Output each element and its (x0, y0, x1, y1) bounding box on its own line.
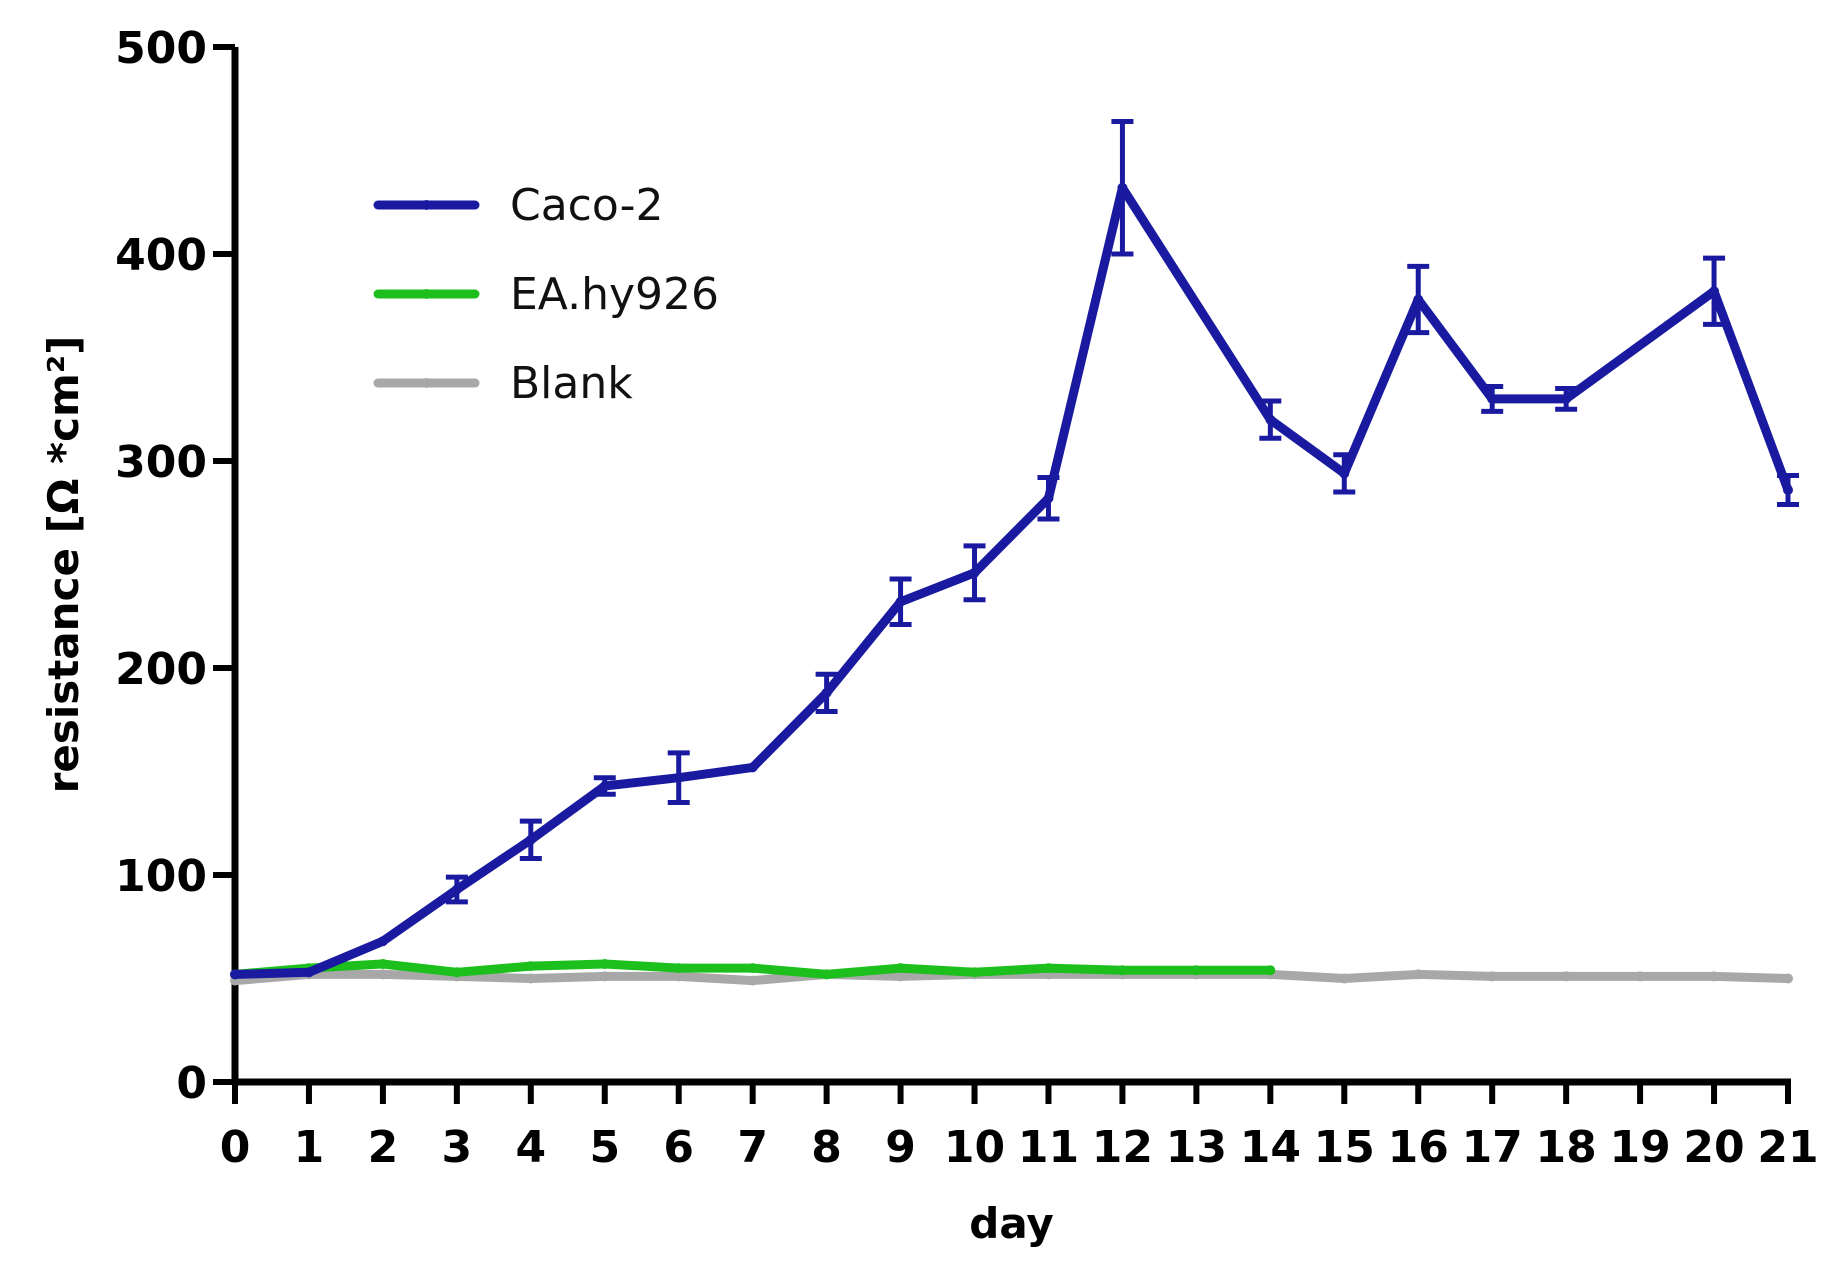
x-axis-title: day (969, 1199, 1054, 1248)
data-point (1561, 393, 1572, 404)
data-point (1709, 286, 1720, 297)
data-point (747, 975, 758, 986)
data-point (1043, 493, 1054, 504)
x-tick-label: 16 (1388, 1122, 1449, 1173)
data-point (1191, 965, 1202, 976)
data-point (1265, 965, 1276, 976)
data-point (673, 963, 684, 974)
data-point (303, 967, 314, 978)
data-point (895, 963, 906, 974)
x-tick-label: 11 (1018, 1122, 1079, 1173)
data-point (1783, 973, 1793, 984)
data-point (1117, 965, 1128, 976)
data-point (525, 834, 536, 845)
data-point (969, 967, 980, 978)
data-point (525, 961, 536, 972)
data-point (230, 969, 240, 980)
data-point (969, 567, 980, 578)
data-point (673, 971, 684, 982)
x-tick-label: 0 (220, 1122, 251, 1173)
data-point (599, 780, 610, 791)
x-tick-label: 21 (1757, 1122, 1818, 1173)
x-tick-label: 1 (294, 1122, 325, 1173)
x-tick-label: 6 (663, 1122, 694, 1173)
legend-marker (421, 378, 432, 388)
data-point (451, 967, 462, 978)
x-tick-label: 10 (944, 1122, 1005, 1173)
legend-marker (421, 289, 432, 299)
data-point (1339, 468, 1350, 479)
legend-label: EA.hy926 (510, 269, 719, 320)
data-point (895, 596, 906, 607)
data-point (377, 969, 388, 980)
data-point (1487, 971, 1498, 982)
data-point (1339, 973, 1350, 984)
legend-label: Blank (510, 358, 633, 409)
data-point (525, 973, 536, 984)
data-point (1561, 971, 1572, 982)
y-tick-label: 300 (115, 437, 207, 488)
y-tick-label: 200 (115, 644, 207, 695)
y-axis-title: resistance [Ω *cm²] (39, 336, 88, 794)
series-line-caco-2 (230, 183, 1793, 979)
data-point (747, 963, 758, 974)
y-tick-label: 500 (115, 23, 207, 74)
y-tick-label: 400 (115, 230, 207, 281)
legend-marker (421, 200, 432, 210)
data-point (599, 959, 610, 970)
series-caco-2 (230, 119, 1799, 980)
data-point (1413, 294, 1424, 305)
x-tick-label: 17 (1462, 1122, 1523, 1173)
x-tick-label: 7 (737, 1122, 768, 1173)
data-point (1709, 971, 1720, 982)
x-tick-label: 8 (811, 1122, 842, 1173)
x-tick-label: 12 (1092, 1122, 1153, 1173)
data-point (747, 762, 758, 773)
legend-item-ea-hy926: EA.hy926 (373, 269, 719, 320)
data-point (821, 687, 832, 698)
data-point (1487, 393, 1498, 404)
y-tick-label: 0 (176, 1058, 207, 1109)
x-tick-label: 14 (1240, 1122, 1301, 1173)
x-tick-label: 3 (442, 1122, 473, 1173)
data-point (1783, 484, 1793, 495)
data-point (1635, 971, 1646, 982)
legend: Caco-2 EA.hy926 Blank (373, 180, 719, 409)
data-point (1043, 963, 1054, 974)
x-tick-label: 9 (885, 1122, 916, 1173)
x-tick-label: 15 (1314, 1122, 1375, 1173)
x-tick-label: 19 (1609, 1122, 1670, 1173)
data-point (377, 959, 388, 970)
data-point (821, 969, 832, 980)
data-point (673, 772, 684, 783)
data-point (895, 971, 906, 982)
data-point (377, 936, 388, 947)
x-tick-label: 18 (1536, 1122, 1597, 1173)
legend-label: Caco-2 (510, 180, 663, 231)
data-point (1413, 969, 1424, 980)
x-tick-label: 5 (589, 1122, 620, 1173)
data-point (451, 884, 462, 895)
legend-item-caco-2: Caco-2 (373, 180, 663, 231)
x-tick-label: 13 (1166, 1122, 1227, 1173)
x-tick-label: 20 (1683, 1122, 1744, 1173)
legend-item-blank: Blank (373, 358, 633, 409)
y-tick-label: 100 (115, 851, 207, 902)
x-tick-label: 2 (368, 1122, 399, 1173)
data-point (1117, 182, 1128, 193)
x-tick-label: 4 (515, 1122, 546, 1173)
series-ea-hy926 (230, 959, 1276, 980)
data-point (1265, 414, 1276, 425)
series-layer (230, 119, 1799, 986)
data-point (599, 971, 610, 982)
